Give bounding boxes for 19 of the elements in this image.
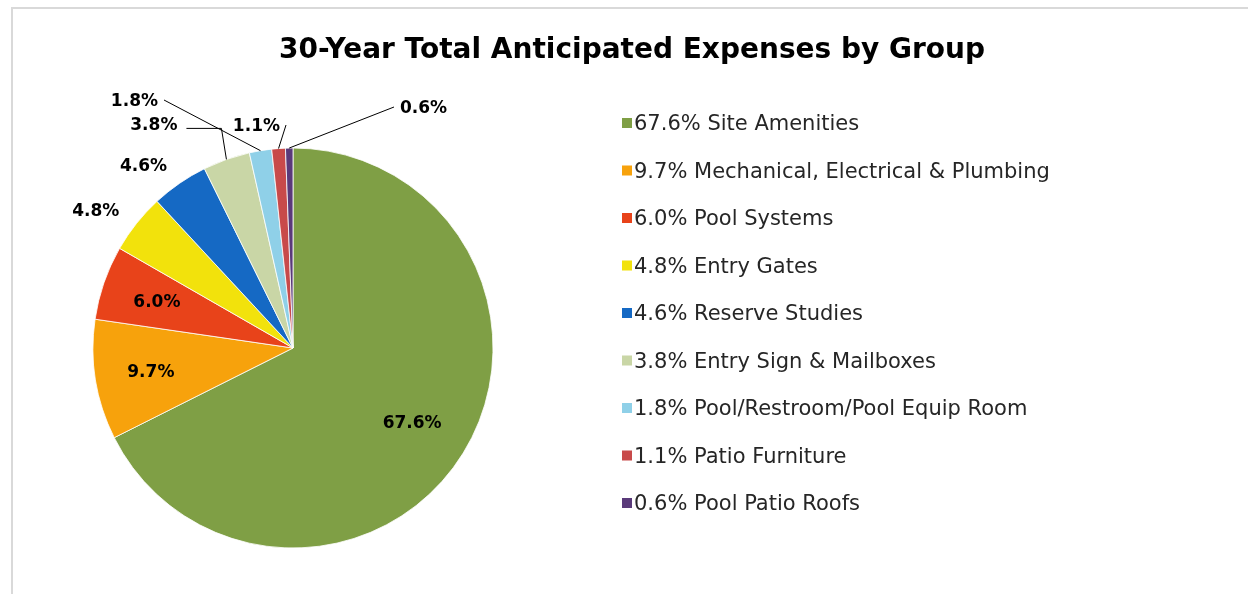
data-label: 0.6% <box>400 97 448 117</box>
data-label: 9.7% <box>127 360 175 381</box>
legend-label: 1.8% Pool/Restroom/Pool Equip Room <box>634 396 1028 420</box>
data-label: 1.8% <box>110 90 158 110</box>
legend-label: 3.8% Entry Sign & Mailboxes <box>634 348 936 373</box>
legend-label: 1.1% Patio Furniture <box>634 443 847 468</box>
legend-label: 9.7% Mechanical, Electrical & Plumbing <box>634 158 1050 183</box>
legend-label: 67.6% Site Amenities <box>634 111 860 135</box>
data-label: 6.0% <box>133 290 181 311</box>
data-label: 3.8% <box>130 114 178 135</box>
legend-label: 0.6% Pool Patio Roofs <box>634 491 861 515</box>
data-label: 4.8% <box>72 199 120 220</box>
data-label: 1.1% <box>232 115 280 135</box>
data-label: 67.6% <box>382 411 442 432</box>
legend-label: 4.8% Entry Gates <box>634 253 818 278</box>
legend-label: 6.0% Pool Systems <box>634 206 834 230</box>
chart-title: 30-Year Total Anticipated Expenses by Group <box>278 32 986 65</box>
legend-label: 4.6% Reserve Studies <box>634 301 864 325</box>
data-label: 4.6% <box>119 155 168 176</box>
